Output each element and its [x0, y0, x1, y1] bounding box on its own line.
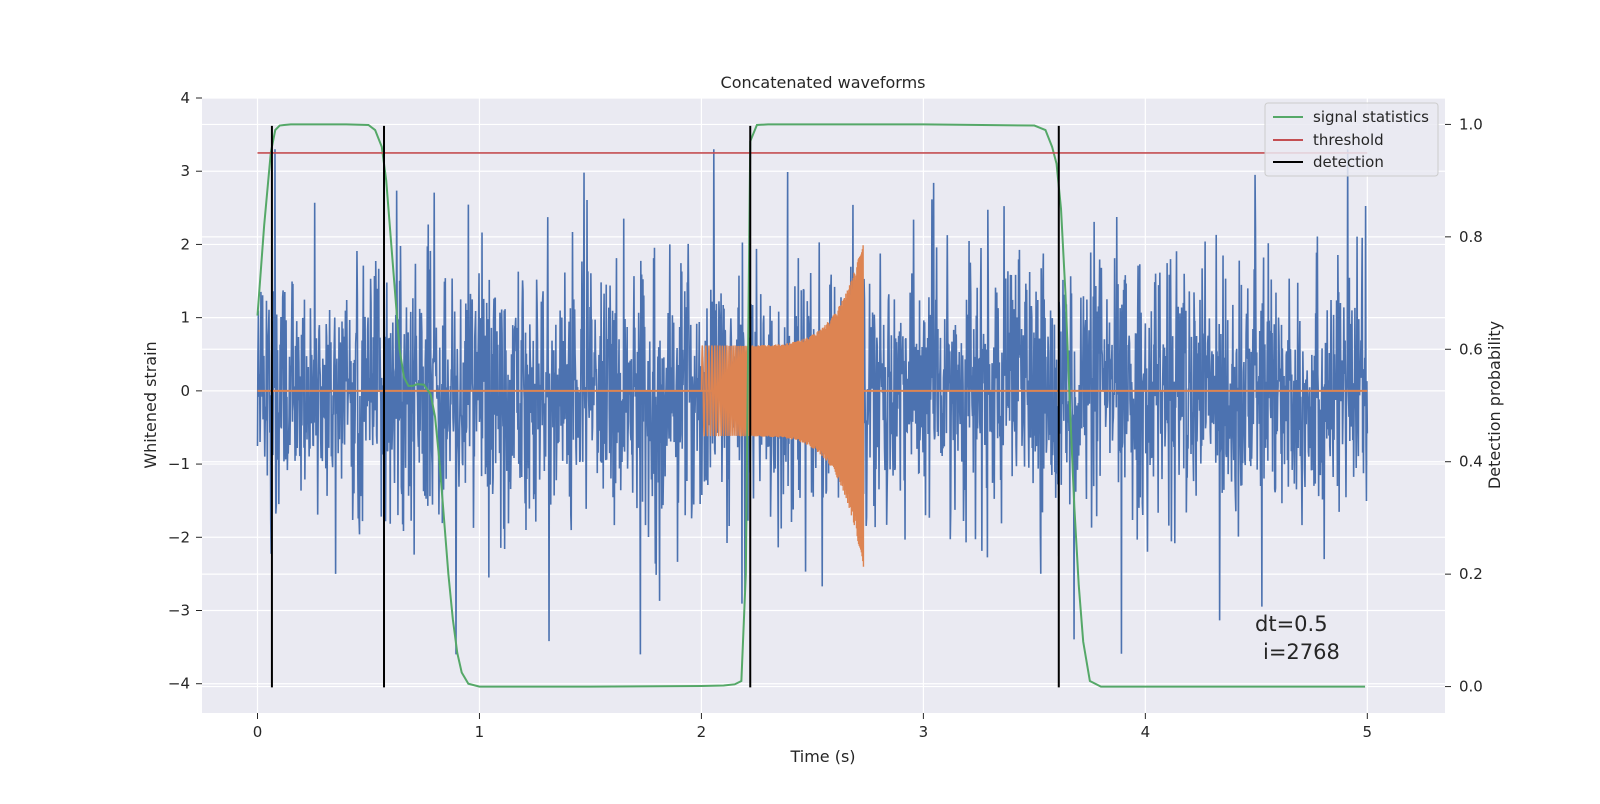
y-left-axis-ticks: −4 −3 −2 −1 0 1 2 3 4 — [168, 89, 202, 693]
x-tick-label: 5 — [1363, 723, 1373, 741]
y-right-tick-label: 0.0 — [1459, 678, 1483, 696]
y-right-tick-label: 0.8 — [1459, 228, 1483, 246]
x-tick-label: 3 — [919, 723, 929, 741]
y-left-tick-label: −4 — [168, 675, 190, 693]
y-right-axis-ticks: 0.0 0.2 0.4 0.6 0.8 1.0 — [1445, 115, 1483, 696]
x-tick-label: 4 — [1141, 723, 1151, 741]
y-right-tick-label: 0.4 — [1459, 453, 1483, 471]
y-left-tick-label: −2 — [168, 528, 190, 546]
y-left-tick-label: 0 — [180, 382, 190, 400]
x-axis-ticks: 0 1 2 3 4 5 — [253, 713, 1372, 741]
signal-statistics-line — [256, 123, 1366, 688]
y-left-tick-label: −3 — [168, 602, 190, 620]
chirp-series-line — [700, 245, 865, 567]
y-right-tick-label: 1.0 — [1459, 115, 1483, 133]
y-left-axis-label: Whitened strain — [141, 341, 160, 468]
x-axis-label: Time (s) — [789, 747, 855, 766]
y-right-tick-label: 0.6 — [1459, 340, 1483, 358]
y-right-axis-label: Detection probability — [1485, 321, 1504, 489]
y-left-tick-label: 1 — [180, 309, 190, 327]
detection-lines — [270, 125, 1060, 688]
legend-frame — [1264, 102, 1439, 177]
x-tick-label: 2 — [697, 723, 707, 741]
legend: signal statistics threshold detection — [1264, 102, 1439, 177]
y-right-tick-label: 0.2 — [1459, 565, 1483, 583]
x-tick-label: 0 — [253, 723, 263, 741]
legend-label-signal-statistics: signal statistics — [1313, 108, 1429, 126]
legend-label-detection: detection — [1313, 153, 1384, 171]
y-left-tick-label: 3 — [180, 162, 190, 180]
annotation-dt: dt=0.5 — [1255, 612, 1328, 636]
annotation-index: i=2768 — [1263, 640, 1340, 664]
x-tick-label: 1 — [475, 723, 485, 741]
legend-label-threshold: threshold — [1313, 131, 1384, 149]
y-left-tick-label: 2 — [180, 235, 190, 253]
y-left-tick-label: −1 — [168, 455, 190, 473]
chart-title: Concatenated waveforms — [721, 73, 926, 92]
y-left-tick-label: 4 — [180, 89, 190, 107]
